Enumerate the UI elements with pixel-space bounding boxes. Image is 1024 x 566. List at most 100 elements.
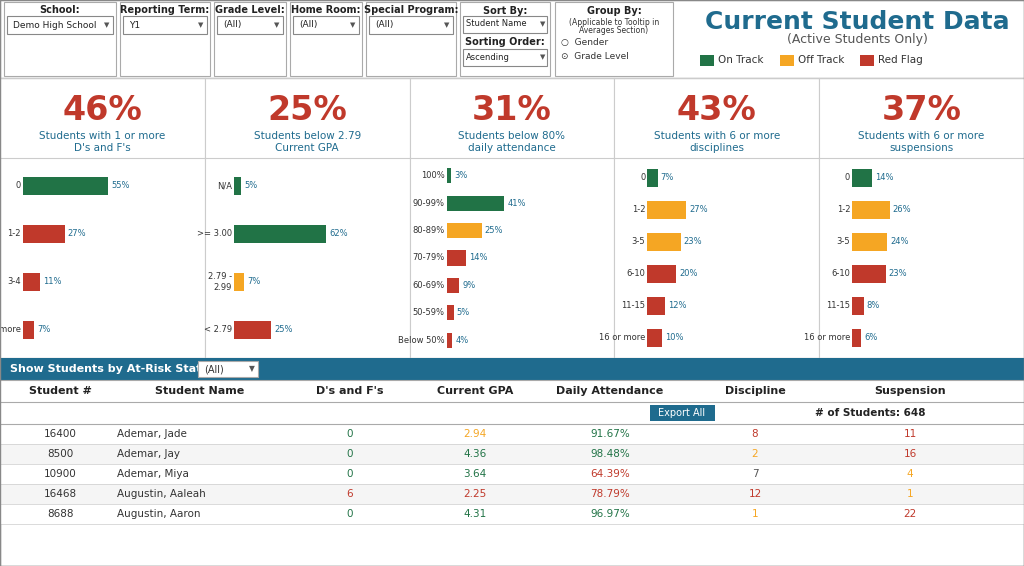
Text: 27%: 27% [689,205,709,215]
Text: 2.94: 2.94 [464,429,486,439]
Bar [460,2,550,76]
Text: 6%: 6% [864,333,878,342]
Text: 4.36: 4.36 [464,449,486,459]
Text: 3%: 3% [454,171,467,180]
Bar [233,273,244,291]
Text: 100%: 100% [421,171,444,180]
Text: 16 or more: 16 or more [804,333,850,342]
Text: 62%: 62% [329,229,348,238]
Text: 11%: 11% [43,277,61,286]
Text: 2.79 -
2.99: 2.79 - 2.99 [208,272,231,291]
Bar [0,358,1024,380]
Text: (All): (All) [223,20,242,29]
Text: School:: School: [40,5,80,15]
Bar [647,233,681,251]
Bar [198,361,258,377]
Text: ▼: ▼ [274,22,280,28]
Text: Ademar, Jade: Ademar, Jade [117,429,186,439]
Text: 0: 0 [640,174,645,182]
Text: 6: 6 [347,489,353,499]
Text: Red Flag: Red Flag [878,55,923,65]
Text: Special Program:: Special Program: [364,5,459,15]
Bar [123,16,207,34]
Text: 0: 0 [347,509,353,519]
Text: 98.48%: 98.48% [590,449,630,459]
Text: 7%: 7% [247,277,260,286]
Text: 23%: 23% [684,238,702,247]
Text: 6-10: 6-10 [627,269,645,278]
Text: Current Student Data: Current Student Data [705,10,1010,34]
Text: 8%: 8% [866,302,881,311]
Text: (Active Students Only): (Active Students Only) [786,33,928,46]
Text: 0: 0 [845,174,850,182]
Text: Students with 6 or more: Students with 6 or more [858,131,985,141]
Bar [369,16,453,34]
Text: Students below 80%: Students below 80% [459,131,565,141]
Text: 4.31: 4.31 [464,509,486,519]
Text: 11-15: 11-15 [622,302,645,311]
Bar [7,16,113,34]
Text: Averages Section): Averages Section) [580,26,648,35]
Text: Ademar, Miya: Ademar, Miya [117,469,188,479]
Text: 41%: 41% [507,199,526,208]
Text: 55%: 55% [112,182,130,191]
Bar [852,329,861,347]
Text: Reporting Term:: Reporting Term: [121,5,210,15]
Bar [852,297,864,315]
Bar [23,225,65,243]
Bar [852,169,872,187]
Text: Ascending: Ascending [466,53,510,62]
Text: ▼: ▼ [104,22,110,28]
Text: 10900: 10900 [44,469,77,479]
Bar [463,49,547,66]
Text: 23%: 23% [889,269,907,278]
Bar [852,233,887,251]
Bar [0,78,205,358]
Text: Augustin, Aaleah: Augustin, Aaleah [117,489,206,499]
Bar [650,405,715,421]
Bar [0,424,1024,444]
Text: 14%: 14% [876,174,894,182]
Text: 2.25: 2.25 [464,489,486,499]
Text: 80-89%: 80-89% [413,226,444,235]
Bar [0,484,1024,504]
Bar [233,321,271,339]
Text: 6-10: 6-10 [831,269,850,278]
Text: 16 or more: 16 or more [599,333,645,342]
Text: 16468: 16468 [43,489,77,499]
Text: Group By:: Group By: [587,6,641,16]
Text: 5%: 5% [457,308,470,318]
Text: # of Students: 648: # of Students: 648 [815,408,926,418]
Text: 8500: 8500 [47,449,73,459]
Text: (All): (All) [375,20,393,29]
Text: 70-79%: 70-79% [413,254,444,263]
Bar [120,2,210,76]
Text: ▼: ▼ [350,22,355,28]
Text: 12%: 12% [668,302,686,311]
Text: Show Students by At-Risk Status:: Show Students by At-Risk Status: [10,364,220,374]
Text: 7%: 7% [37,325,50,335]
Text: ▼: ▼ [249,365,255,374]
Bar [290,2,362,76]
Text: 8: 8 [752,429,759,439]
Bar [0,380,1024,402]
Text: 96.97%: 96.97% [590,509,630,519]
Text: 3-5: 3-5 [632,238,645,247]
Bar [233,177,242,195]
Bar [233,225,326,243]
Text: Y1: Y1 [129,20,140,29]
Text: 37%: 37% [882,93,962,126]
Text: 1-2: 1-2 [7,229,22,238]
Bar [0,504,1024,524]
Text: >= 3.00: >= 3.00 [197,229,231,238]
Text: ⊙  Grade Level: ⊙ Grade Level [561,52,629,61]
Text: 0: 0 [347,429,353,439]
Text: < 2.79: < 2.79 [204,325,231,335]
Bar [647,169,657,187]
Text: Daily Attendance: Daily Attendance [556,386,664,396]
Bar [446,251,466,265]
Text: (All): (All) [204,364,224,374]
Text: (All): (All) [299,20,317,29]
Text: ▼: ▼ [444,22,450,28]
Text: Off Track: Off Track [798,55,845,65]
